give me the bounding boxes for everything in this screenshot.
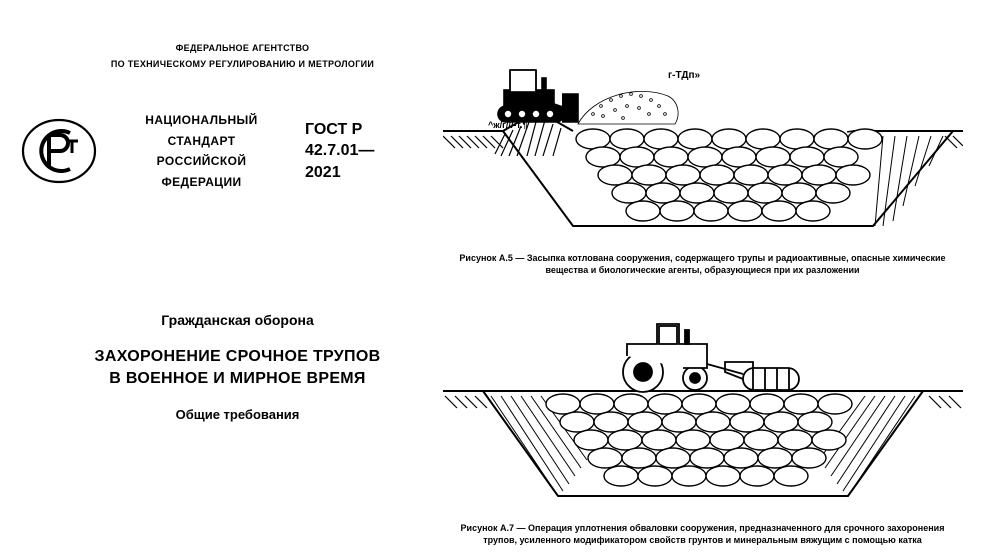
subtitle: Общие требования bbox=[80, 407, 395, 422]
agency-line-2: ПО ТЕХНИЧЕСКОМУ РЕГУЛИРОВАНИЮ И МЕТРОЛОГ… bbox=[80, 56, 405, 72]
gost-number: 42.7.01— bbox=[305, 140, 405, 162]
gost-year: 2021 bbox=[305, 162, 405, 184]
gost-code: ГОСТ Р 42.7.01— 2021 bbox=[305, 119, 405, 184]
main-title: ЗАХОРОНЕНИЕ СРОЧНОЕ ТРУПОВ В ВОЕННОЕ И М… bbox=[80, 346, 395, 389]
rst-logo bbox=[20, 117, 98, 185]
figure-a5-caption: Рисунок А.5 — Засыпка котлована сооружен… bbox=[448, 252, 958, 276]
gravel-mound bbox=[578, 91, 678, 124]
figure-a5-diagram: г-ТДп» ^ж/г///-т.¶ bbox=[443, 36, 963, 246]
document-title-page: ФЕДЕРАЛЬНОЕ АГЕНТСТВО ПО ТЕХНИЧЕСКОМУ РЕ… bbox=[0, 0, 425, 556]
main-title-line-2: В ВОЕННОЕ И МИРНОЕ ВРЕМЯ bbox=[80, 368, 395, 390]
standard-label-line-2: СТАНДАРТ bbox=[112, 131, 291, 151]
bulldozer-icon bbox=[498, 70, 578, 122]
agency-header: ФЕДЕРАЛЬНОЕ АГЕНТСТВО ПО ТЕХНИЧЕСКОМУ РЕ… bbox=[20, 40, 405, 72]
standard-label: НАЦИОНАЛЬНЫЙ СТАНДАРТ РОССИЙСКОЙ ФЕДЕРАЦ… bbox=[112, 110, 291, 192]
sandbag-rows bbox=[576, 129, 882, 221]
figure-a7: Рисунок А.7 — Операция уплотнения обвало… bbox=[435, 280, 970, 546]
figures-panel: г-ТДп» ^ж/г///-т.¶ Рисунок А.5 — Засыпка… bbox=[425, 0, 988, 556]
fig-a5-label-top: г-ТДп» bbox=[668, 70, 701, 81]
standard-row: НАЦИОНАЛЬНЫЙ СТАНДАРТ РОССИЙСКОЙ ФЕДЕРАЦ… bbox=[20, 110, 405, 192]
figure-a7-caption: Рисунок А.7 — Операция уплотнения обвало… bbox=[448, 522, 958, 546]
standard-label-line-1: НАЦИОНАЛЬНЫЙ bbox=[112, 110, 291, 130]
agency-line-1: ФЕДЕРАЛЬНОЕ АГЕНТСТВО bbox=[80, 40, 405, 56]
figure-a7-diagram bbox=[443, 296, 963, 516]
tractor-icon bbox=[623, 324, 743, 392]
figure-a5: г-ТДп» ^ж/г///-т.¶ Рисунок А.5 — Засыпка… bbox=[435, 10, 970, 276]
subject-line: Гражданская оборона bbox=[80, 312, 395, 328]
roller-icon bbox=[725, 362, 799, 390]
gost-prefix: ГОСТ Р bbox=[305, 119, 405, 141]
fig-a5-label-bl: ^ж/г///-т.¶ bbox=[488, 120, 528, 130]
standard-label-line-3: РОССИЙСКОЙ bbox=[112, 151, 291, 171]
document-title-block: Гражданская оборона ЗАХОРОНЕНИЕ СРОЧНОЕ … bbox=[20, 312, 405, 422]
standard-label-line-4: ФЕДЕРАЦИИ bbox=[112, 172, 291, 192]
main-title-line-1: ЗАХОРОНЕНИЕ СРОЧНОЕ ТРУПОВ bbox=[80, 346, 395, 368]
